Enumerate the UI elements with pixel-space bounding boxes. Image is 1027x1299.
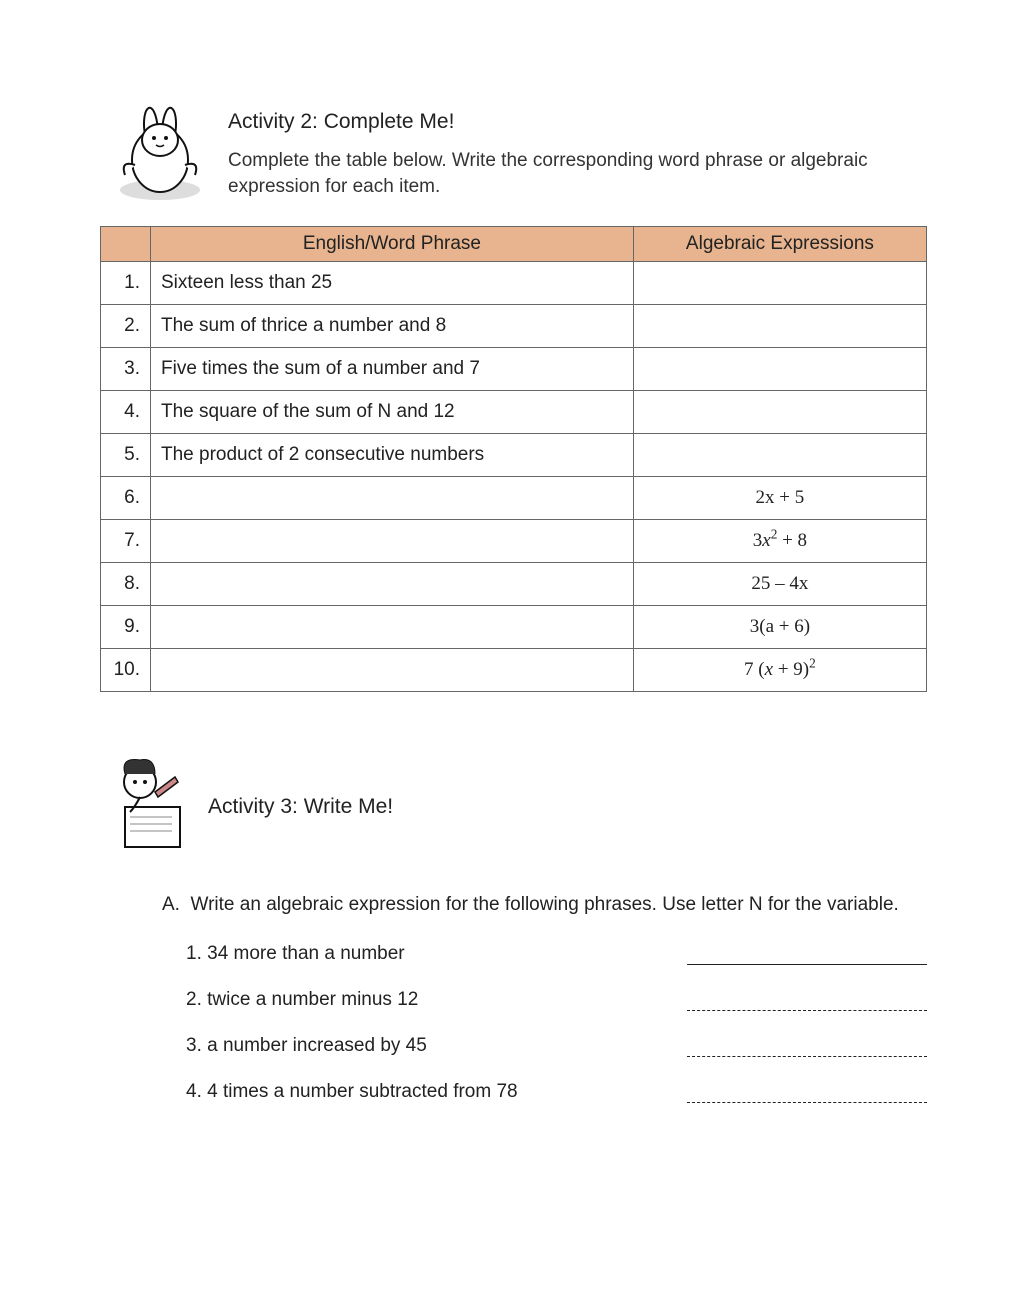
cartoon-bunny-icon <box>100 90 220 210</box>
section-a-instr-text: Write an algebraic expression for the fo… <box>191 894 899 915</box>
row-expr <box>633 434 926 477</box>
table-row: 1.Sixteen less than 25 <box>101 262 927 305</box>
table-row: 3.Five times the sum of a number and 7 <box>101 348 927 391</box>
list-item-label: 2. twice a number minus 12 <box>186 989 647 1011</box>
list-item: 2. twice a number minus 12 <box>186 989 927 1011</box>
row-phrase <box>151 563 634 606</box>
table-row: 7. 3x2 + 8 <box>101 520 927 563</box>
row-expr: 3(a + 6) <box>633 606 926 649</box>
row-expr: 25 – 4x <box>633 563 926 606</box>
row-num: 9. <box>101 606 151 649</box>
activity2-subtitle: Complete the table below. Write the corr… <box>228 148 927 199</box>
row-num: 3. <box>101 348 151 391</box>
row-expr <box>633 262 926 305</box>
answer-blank[interactable] <box>687 1039 927 1057</box>
row-num: 4. <box>101 391 151 434</box>
header-num <box>101 227 151 262</box>
complete-me-table: English/Word Phrase Algebraic Expression… <box>100 226 927 692</box>
header-expr: Algebraic Expressions <box>633 227 926 262</box>
row-phrase: Sixteen less than 25 <box>151 262 634 305</box>
section-a-instruction: A. Write an algebraic expression for the… <box>162 892 927 919</box>
section-a-list: 1. 34 more than a number 2. twice a numbe… <box>162 943 927 1103</box>
list-item-label: 3. a number increased by 45 <box>186 1035 647 1057</box>
row-expr <box>633 391 926 434</box>
table-row: 5.The product of 2 consecutive numbers <box>101 434 927 477</box>
row-expr <box>633 348 926 391</box>
activity3-block: Activity 3: Write Me! A. Write an algebr… <box>100 752 927 1103</box>
table-row: 10. 7 (x + 9)2 <box>101 649 927 692</box>
list-item: 4. 4 times a number subtracted from 78 <box>186 1081 927 1103</box>
worksheet-page: Activity 2: Complete Me! Complete the ta… <box>0 0 1027 1299</box>
row-num: 5. <box>101 434 151 477</box>
activity3-title: Activity 3: Write Me! <box>208 795 393 819</box>
row-num: 10. <box>101 649 151 692</box>
table-row: 2.The sum of thrice a number and 8 <box>101 305 927 348</box>
row-num: 8. <box>101 563 151 606</box>
header-phrase: English/Word Phrase <box>151 227 634 262</box>
list-item: 3. a number increased by 45 <box>186 1035 927 1057</box>
row-num: 1. <box>101 262 151 305</box>
row-phrase <box>151 606 634 649</box>
row-phrase: The sum of thrice a number and 8 <box>151 305 634 348</box>
row-expr: 7 (x + 9)2 <box>633 649 926 692</box>
list-item-label: 4. 4 times a number subtracted from 78 <box>186 1081 647 1103</box>
activity2-header: Activity 2: Complete Me! Complete the ta… <box>100 90 927 210</box>
table-header-row: English/Word Phrase Algebraic Expression… <box>101 227 927 262</box>
table-row: 8. 25 – 4x <box>101 563 927 606</box>
row-phrase: The product of 2 consecutive numbers <box>151 434 634 477</box>
row-expr <box>633 305 926 348</box>
row-phrase <box>151 649 634 692</box>
activity3-section-a: A. Write an algebraic expression for the… <box>100 892 927 1103</box>
answer-blank[interactable] <box>687 1085 927 1103</box>
activity3-header: Activity 3: Write Me! <box>100 752 927 862</box>
list-item-label: 1. 34 more than a number <box>186 943 647 965</box>
row-phrase <box>151 520 634 563</box>
activity2-text: Activity 2: Complete Me! Complete the ta… <box>228 90 927 199</box>
answer-blank[interactable] <box>687 947 927 965</box>
section-a-label: A. <box>162 894 180 915</box>
cartoon-writer-icon <box>100 752 200 862</box>
row-expr: 2x + 5 <box>633 477 926 520</box>
activity2-title: Activity 2: Complete Me! <box>228 110 927 134</box>
table-row: 4.The square of the sum of N and 12 <box>101 391 927 434</box>
table-row: 9. 3(a + 6) <box>101 606 927 649</box>
row-phrase: The square of the sum of N and 12 <box>151 391 634 434</box>
row-phrase: Five times the sum of a number and 7 <box>151 348 634 391</box>
row-expr: 3x2 + 8 <box>633 520 926 563</box>
row-num: 6. <box>101 477 151 520</box>
row-phrase <box>151 477 634 520</box>
row-num: 7. <box>101 520 151 563</box>
row-num: 2. <box>101 305 151 348</box>
answer-blank[interactable] <box>687 993 927 1011</box>
list-item: 1. 34 more than a number <box>186 943 927 965</box>
table-row: 6. 2x + 5 <box>101 477 927 520</box>
